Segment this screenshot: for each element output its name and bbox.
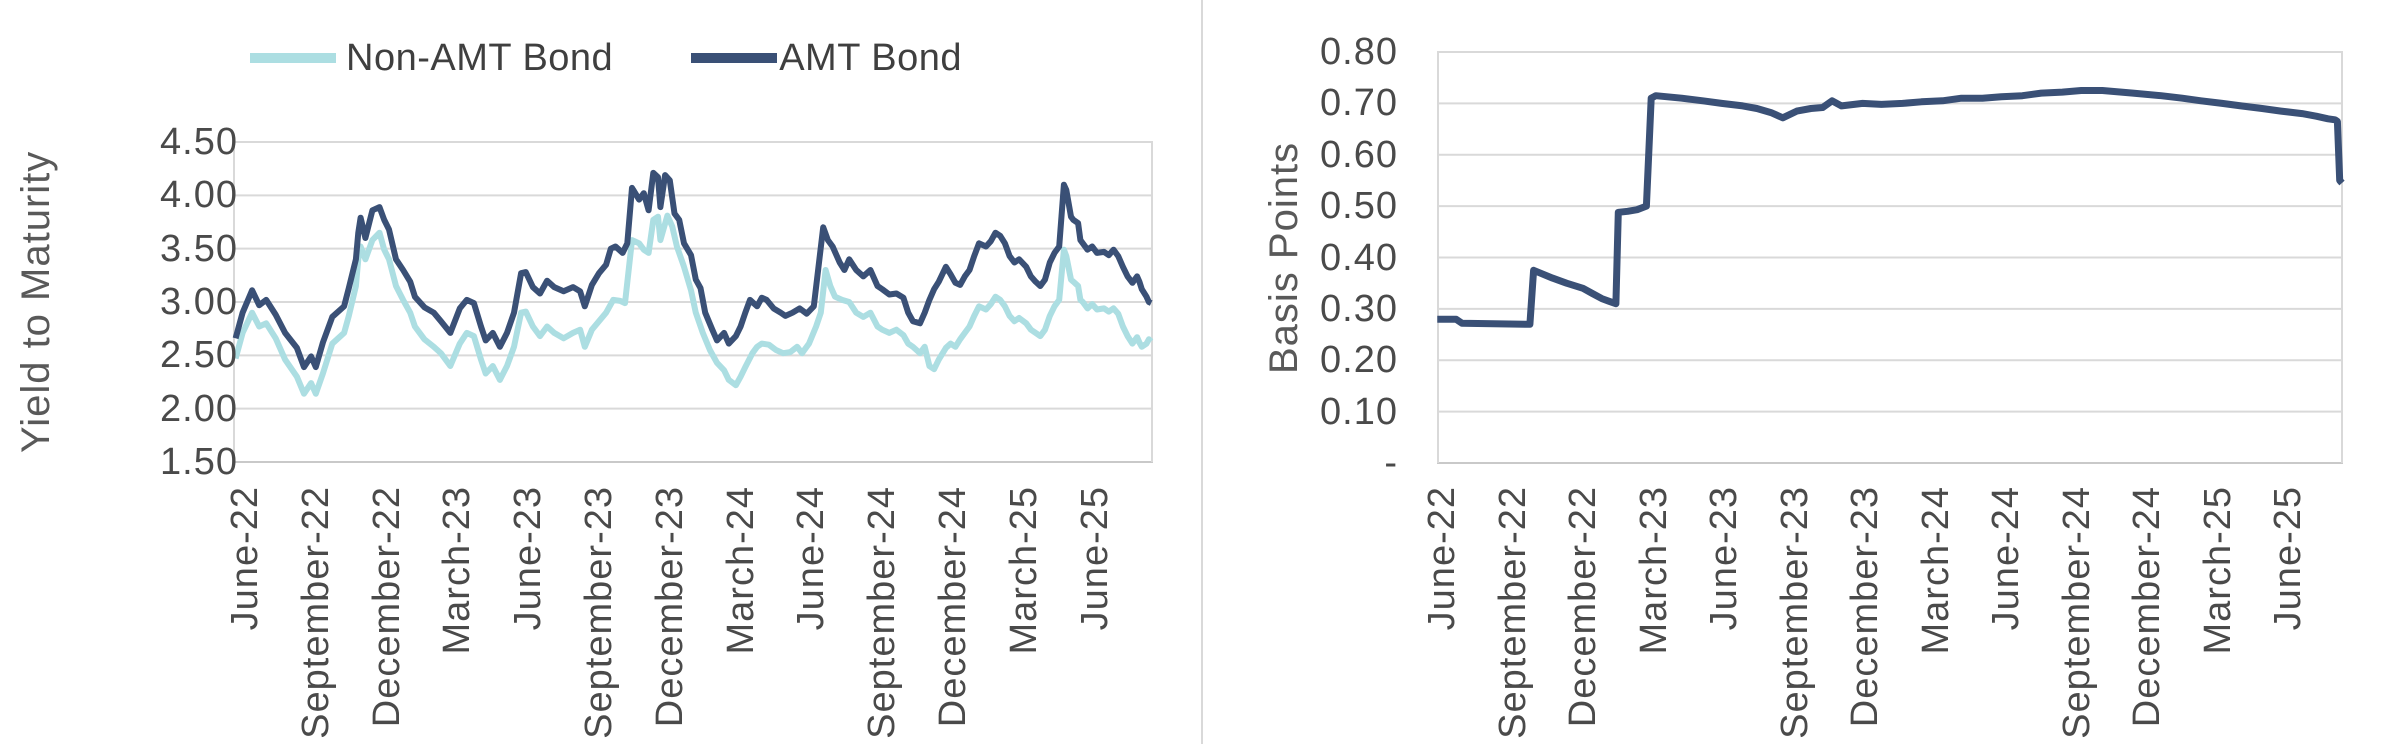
x-tick-label: December-22 — [1562, 486, 1604, 728]
x-tick-label: December-24 — [932, 486, 974, 728]
x-tick-label: September-23 — [1773, 486, 1816, 739]
x-tick-label: December-23 — [648, 486, 691, 728]
x-tick-label: September-22 — [294, 486, 337, 739]
y-tick-label: 2.00 — [160, 387, 238, 430]
legend-label-amt: AMT Bond — [779, 36, 963, 79]
x-tick-label: June-24 — [1985, 486, 2027, 631]
series-line-spread — [1437, 87, 2345, 328]
x-tick-label: June-22 — [224, 486, 266, 631]
x-tick-label: December-23 — [1844, 486, 1886, 728]
x-tick-label: March-23 — [436, 486, 479, 655]
y-tick-label: 2.50 — [160, 334, 238, 377]
x-tick-label: March-25 — [1002, 486, 1045, 655]
legend-label-non-amt: Non-AMT Bond — [346, 36, 614, 79]
x-tick-label: September-23 — [578, 486, 620, 739]
y-tick-label: 0.70 — [1320, 82, 1398, 125]
x-tick-label: March-23 — [1632, 486, 1675, 655]
legend-line-swatch-non-amt — [250, 53, 336, 63]
y-tick-label: 1.50 — [160, 441, 238, 483]
y-axis-title-yield: Yield to Maturity — [14, 150, 58, 454]
x-tick-label: December-24 — [2126, 486, 2168, 728]
panel-divider — [1201, 0, 1203, 744]
y-tick-label: 3.50 — [160, 227, 238, 270]
x-tick-label: March-24 — [719, 486, 762, 655]
y-tick-label: 0.60 — [1320, 133, 1398, 176]
x-tick-label: June-23 — [507, 486, 550, 631]
legend-item-non-amt: Non-AMT Bond — [250, 37, 613, 80]
x-tick-label: June-25 — [1073, 486, 1116, 631]
x-tick-label: March-25 — [2196, 486, 2239, 655]
yield-plot-area — [232, 141, 1154, 463]
y-tick-label: 0.50 — [1320, 185, 1398, 228]
y-tick-label: 0.20 — [1320, 339, 1398, 382]
y-tick-label: 4.00 — [160, 174, 238, 217]
x-tick-label: March-24 — [1914, 486, 1957, 655]
y-tick-label: 0.30 — [1320, 287, 1398, 330]
y-tick-label: 4.50 — [160, 121, 238, 163]
x-tick-label: September-24 — [2055, 486, 2098, 739]
y-tick-label: 0.10 — [1320, 390, 1398, 433]
legend-line-swatch-amt — [691, 53, 778, 63]
y-tick-label: - — [1384, 442, 1398, 484]
basis-points-plot-area — [1437, 51, 2345, 464]
legend: Non-AMT Bond AMT Bond — [250, 36, 962, 80]
x-tick-label: June-25 — [2267, 486, 2309, 631]
y-tick-label: 0.40 — [1320, 236, 1398, 279]
x-tick-label: June-24 — [790, 486, 833, 631]
series-line-amt-bond — [232, 169, 1153, 371]
x-tick-label: September-22 — [1491, 486, 1534, 739]
x-tick-label: June-22 — [1421, 486, 1463, 631]
series-line-non-amt-bond — [232, 212, 1154, 397]
x-tick-label: September-24 — [861, 486, 904, 739]
y-tick-label: 0.80 — [1320, 31, 1398, 73]
x-tick-label: December-22 — [365, 486, 408, 728]
y-tick-label: 3.00 — [160, 281, 238, 323]
x-tick-label: June-23 — [1703, 486, 1745, 631]
legend-item-amt: AMT Bond — [691, 37, 962, 80]
